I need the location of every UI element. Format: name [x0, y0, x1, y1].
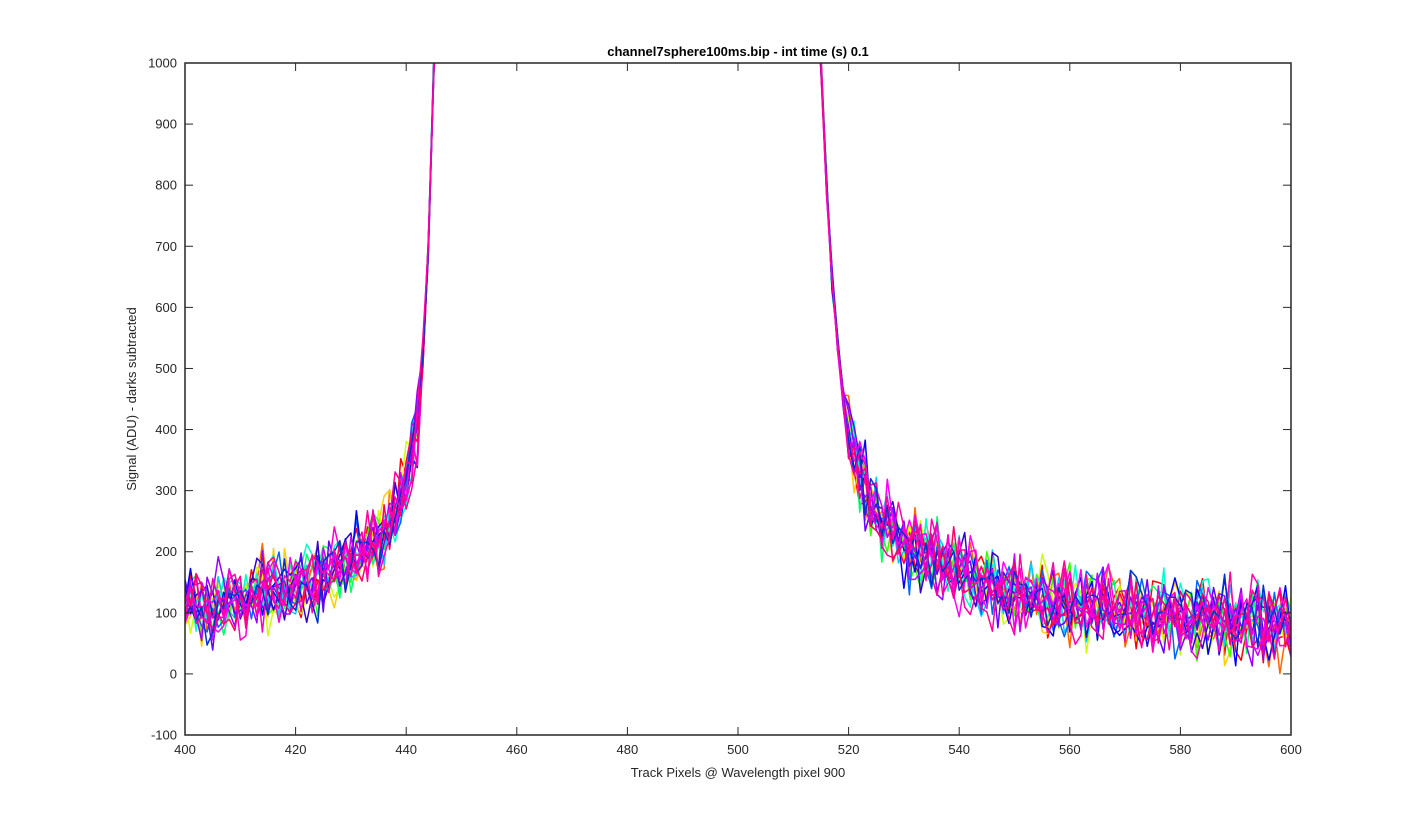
y-tick-label: 0 [170, 666, 177, 681]
y-tick-label: 200 [155, 544, 177, 559]
y-tick-label: 400 [155, 422, 177, 437]
x-tick-label: 480 [617, 742, 639, 757]
x-tick-label: 400 [174, 742, 196, 757]
x-axis: 400 420 440 460 480 500 520 540 560 580 600 [174, 63, 1302, 757]
y-tick-label: 800 [155, 178, 177, 193]
y-tick-label: 700 [155, 239, 177, 254]
x-tick-label: 460 [506, 742, 528, 757]
series-line [819, 63, 1291, 659]
y-tick-label: 1000 [148, 56, 177, 71]
x-tick-label: 520 [838, 742, 860, 757]
series-line [185, 63, 435, 625]
series-layer [185, 63, 1291, 675]
x-tick-label: 540 [948, 742, 970, 757]
x-tick-label: 580 [1170, 742, 1192, 757]
series-line [820, 63, 1291, 660]
y-axis-label: Signal (ADU) - darks subtracted [124, 307, 139, 491]
series-line [185, 63, 435, 646]
x-axis-label: Track Pixels @ Wavelength pixel 900 [631, 765, 846, 780]
x-tick-label: 420 [285, 742, 307, 757]
series-line [820, 63, 1291, 648]
x-tick-label: 500 [727, 742, 749, 757]
y-tick-label: 500 [155, 361, 177, 376]
x-tick-label: 560 [1059, 742, 1081, 757]
y-tick-label: 600 [155, 300, 177, 315]
y-axis: -100 0 100 200 300 400 500 600 700 800 900 1000 [148, 56, 1291, 743]
x-tick-label: 440 [395, 742, 417, 757]
y-tick-label: 300 [155, 483, 177, 498]
y-tick-label: 100 [155, 605, 177, 620]
y-tick-label: 900 [155, 117, 177, 132]
series-line [185, 63, 435, 641]
plot-area [185, 63, 1291, 735]
x-tick-label: 600 [1280, 742, 1302, 757]
y-tick-label: -100 [151, 728, 177, 743]
chart-title: channel7sphere100ms.bip - int time (s) 0… [607, 44, 869, 59]
